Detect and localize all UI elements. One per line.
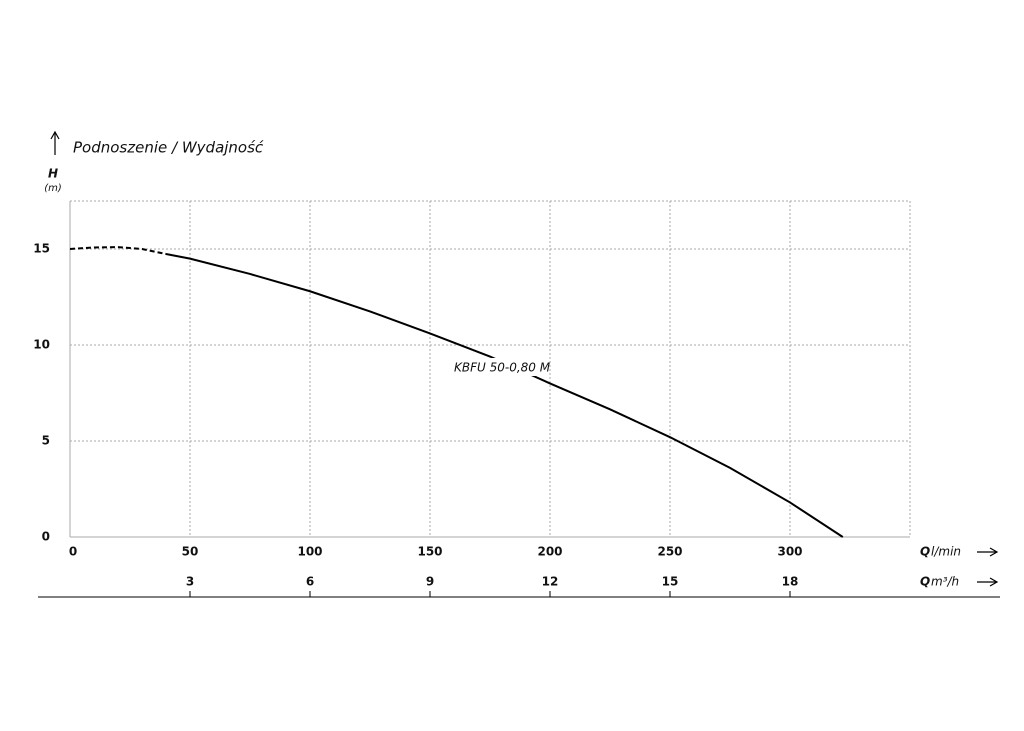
x-label: Q [920,545,930,559]
x2-tick-label: 15 [662,575,679,589]
x-tick-label: 0 [69,545,77,559]
chart-title: Podnoszenie / Wydajność [73,139,264,157]
label-bg [452,358,544,376]
x2-tick-label: 18 [782,575,799,589]
curve [69,246,167,255]
x-tick-label: 50 [182,545,199,559]
x2-tick-label: 3 [186,575,194,589]
curve [165,253,844,538]
x2-tick-label: 12 [542,575,559,589]
x-tick-label: 250 [657,545,682,559]
x-tick-label: 300 [777,545,802,559]
x-tick-label: 100 [297,545,322,559]
x2-tick-label: 9 [426,575,434,589]
y-tick-label: 5 [42,434,50,448]
arrow [977,547,999,557]
x-tick-label: 200 [537,545,562,559]
x2-tick-label: 6 [306,575,314,589]
y-tick-label: 0 [42,530,50,544]
y-label: H [48,167,58,181]
y-unit: (m) [44,183,62,194]
curve-label: KBFU 50-0,80 M [454,361,551,375]
arrow [977,577,999,587]
x-unit: l/min [931,545,961,559]
x-tick-label: 150 [417,545,442,559]
arrow-head [50,130,60,140]
y-tick-label: 10 [33,338,50,352]
y-tick-label: 15 [33,242,50,256]
x2-unit: m³/h [931,575,959,589]
x2-label: Q [920,575,930,589]
